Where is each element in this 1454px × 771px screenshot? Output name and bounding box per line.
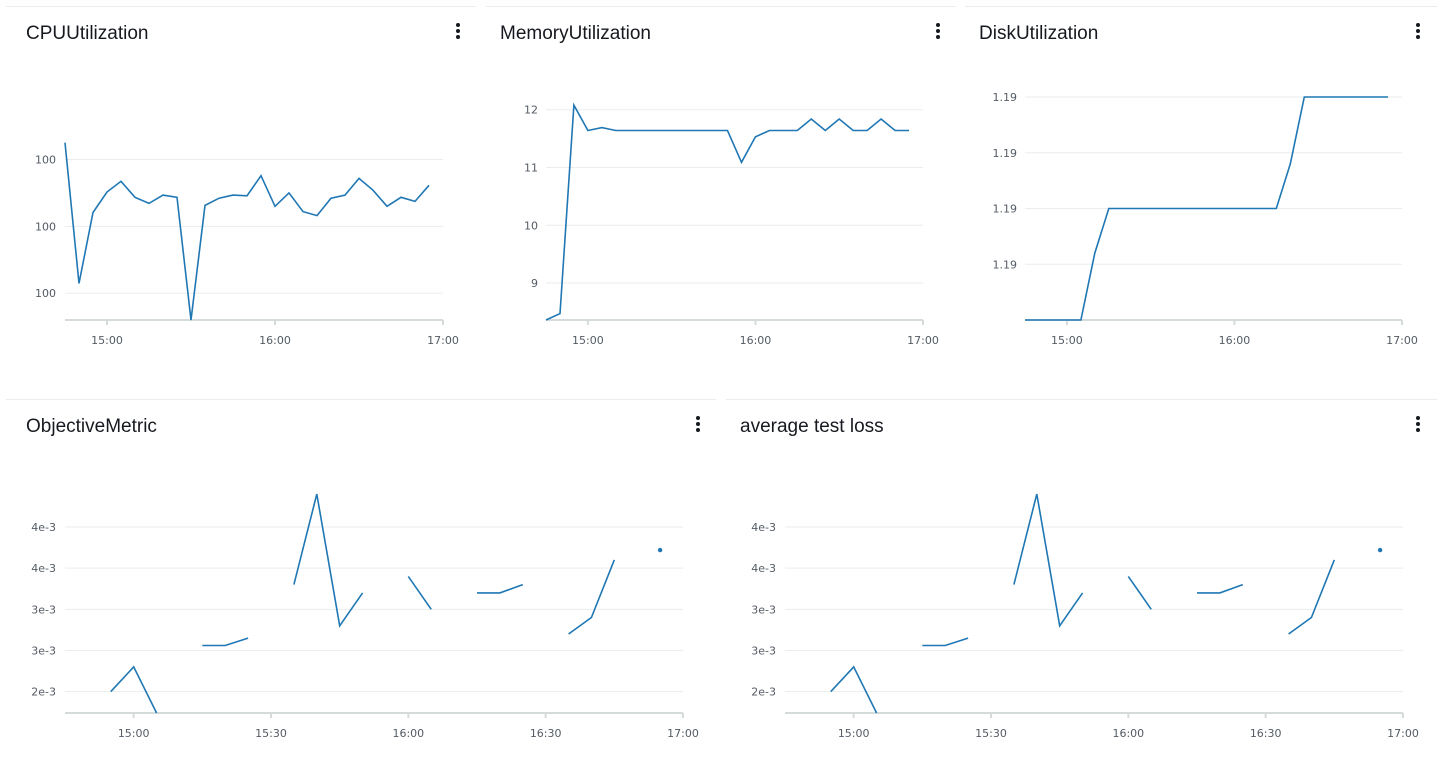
y-tick-label: 3e-3 [31,603,56,616]
series-line [110,665,158,714]
series-line [202,637,249,647]
series-line [1127,575,1152,610]
y-tick-label: 100 [35,153,56,166]
series-line [293,493,364,628]
x-tick-label: 17:00 [427,334,459,347]
y-tick-label: 3e-3 [751,603,776,616]
y-tick-label: 11 [524,161,538,174]
y-tick-label: 1.19 [993,203,1018,216]
x-tick-label: 15:30 [975,727,1007,740]
memory-utilization-chart: 9 10 11 12 15:00 16:00 17:00 [524,102,939,347]
x-tick-label: 17:00 [907,334,939,347]
y-tick-label: 4e-3 [751,562,776,575]
y-tick-label: 1.19 [993,147,1018,160]
vertical-ellipsis-icon[interactable] [695,416,701,434]
x-tick-label: 16:00 [392,727,424,740]
data-point [1377,547,1383,553]
series-line [1013,493,1084,628]
y-tick-label: 1.19 [993,258,1018,271]
vertical-ellipsis-icon[interactable] [455,23,461,41]
panel-title: DiskUtilization [979,23,1099,44]
vertical-ellipsis-icon[interactable] [1415,23,1421,41]
series-line [407,575,432,610]
x-tick-label: 16:00 [1112,727,1144,740]
series-line [568,559,616,635]
cpu-utilization-chart: 100 100 100 15:00 16:00 17:00 [35,142,459,347]
y-tick-label: 4e-3 [31,521,56,534]
series-line [922,637,969,647]
y-tick-label: 2e-3 [31,686,56,699]
series-line [1288,559,1336,635]
y-tick-label: 1.19 [993,91,1018,104]
series-line [830,665,878,714]
objective-metric-chart: 2e-3 3e-3 3e-3 4e-3 4e-3 15:00 15:30 16:00 16:30… [31,493,699,740]
y-tick-label: 4e-3 [31,562,56,575]
series-line [1197,583,1244,594]
x-tick-label: 16:00 [740,334,772,347]
x-tick-label: 16:30 [1250,727,1282,740]
y-tick-label: 2e-3 [751,686,776,699]
panel-disk-utilization: DiskUtilization 1.19 1.19 1.19 1.19 15:00 16:… [965,6,1437,386]
x-tick-label: 15:00 [1051,334,1083,347]
y-tick-label: 3e-3 [751,644,776,657]
x-tick-label: 16:30 [530,727,562,740]
y-tick-label: 100 [35,220,56,233]
panel-memory-utilization: MemoryUtilization 9 10 11 12 15:00 16:00 17:00 [486,6,956,386]
x-tick-label: 15:30 [255,727,287,740]
vertical-ellipsis-icon[interactable] [1415,416,1421,434]
average-test-loss-chart: 2e-3 3e-3 3e-3 4e-3 4e-3 15:00 15:30 16:00 16:30… [751,493,1419,740]
x-tick-label: 17:00 [667,727,699,740]
x-tick-label: 16:00 [259,334,291,347]
x-tick-label: 15:00 [91,334,123,347]
y-tick-label: 3e-3 [31,644,56,657]
panel-average-test-loss: average test loss 2e-3 3e-3 3e-3 4e-3 4e-3 15… [726,399,1437,767]
x-tick-label: 16:00 [1219,334,1251,347]
panel-objective-metric: ObjectiveMetric 2e-3 3e-3 3e-3 4e-3 4e-3 15:0… [6,399,716,767]
y-tick-label: 4e-3 [751,521,776,534]
panel-title: CPUUtilization [26,23,149,44]
vertical-ellipsis-icon[interactable] [935,23,941,41]
x-tick-label: 15:00 [572,334,604,347]
disk-utilization-chart: 1.19 1.19 1.19 1.19 15:00 16:00 17:00 [993,91,1418,347]
x-tick-label: 17:00 [1386,334,1418,347]
panel-title: ObjectiveMetric [26,416,157,437]
series-line [477,583,524,594]
x-tick-label: 15:00 [118,727,150,740]
data-point [657,547,663,553]
panel-title: MemoryUtilization [500,23,651,44]
x-tick-label: 17:00 [1387,727,1419,740]
y-tick-label: 12 [524,104,538,117]
x-tick-label: 15:00 [838,727,870,740]
series-line [1025,96,1388,321]
panel-title: average test loss [740,416,884,437]
panel-cpu-utilization: CPUUtilization 100 100 100 15:00 16:00 17:00 [6,6,476,386]
series-line [545,102,909,321]
series-line [64,142,430,321]
y-tick-label: 9 [531,277,538,290]
y-tick-label: 100 [35,287,56,300]
y-tick-label: 10 [524,219,538,232]
